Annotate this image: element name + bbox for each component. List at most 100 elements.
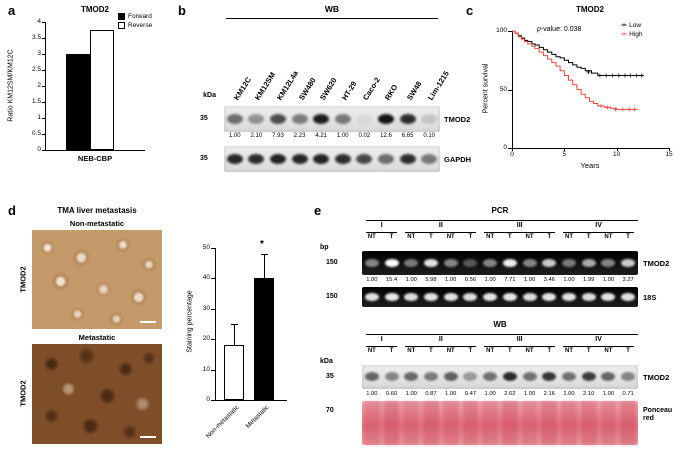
d-xtick-label: Non-metastatic (205, 404, 241, 440)
e-band (621, 372, 636, 381)
a-ytick-mark (42, 150, 45, 151)
d-ytick-label: 40 (202, 274, 210, 282)
e-marker-label: 150 (326, 259, 338, 266)
e-group-label-IV: IV (595, 336, 602, 343)
e-blot-name-18S: 18S (643, 293, 657, 302)
e-lane-label: NT (367, 234, 376, 240)
d-error-cap (261, 254, 268, 256)
e-lane-label: T (429, 348, 433, 354)
e-ponceau-lane (502, 401, 518, 445)
panel-c-y-axis (512, 31, 513, 149)
e-band (542, 372, 557, 381)
b-marker-label: 35 (200, 155, 208, 162)
e-lane-label: NT (446, 348, 455, 354)
d-ytick-mark (211, 278, 215, 280)
e-band (404, 293, 419, 301)
a-ytick-mark (42, 70, 45, 71)
e-quant-value: 1.00 (405, 391, 417, 397)
e-ponceau-lane (482, 401, 498, 445)
e-title-underline (366, 334, 638, 335)
e-band (562, 259, 576, 267)
survival-curve-low (512, 30, 644, 76)
e-band (581, 259, 596, 267)
b-quant-value: 0.10 (423, 133, 436, 139)
b-band (313, 114, 330, 124)
e-quant-value: 1.00 (563, 391, 575, 397)
d-ytick-mark (211, 248, 215, 249)
e-quant-value: 1.00 (563, 277, 575, 283)
e-band (601, 372, 616, 381)
image-side-label: TMOD2 (18, 266, 28, 293)
e-quant-value: 1.00 (523, 391, 536, 397)
p-value: p-value: 0.038 (537, 26, 581, 33)
e-lane-label: T (389, 348, 394, 354)
e-lane-label: T (508, 348, 512, 354)
b-lane-label-Lim-1215: Lim-1215 (426, 69, 452, 102)
e-band (384, 372, 399, 381)
e-quant-value: 2.62 (504, 391, 516, 397)
b-band (270, 114, 286, 124)
e-lane-label: T (626, 348, 630, 354)
c-xtick-label: 10 (613, 151, 621, 158)
e-lane-label: NT (407, 234, 416, 240)
c-xtick-mark (616, 148, 618, 151)
scale-bar (140, 436, 156, 438)
e-ponceau-lane (364, 401, 380, 445)
b-band (248, 154, 265, 164)
b-quant-value: 1.00 (336, 133, 349, 139)
b-band (399, 114, 416, 124)
panel-d-title: TMA liver metastasis (57, 206, 137, 215)
e-group-label-I: I (380, 222, 383, 229)
e-band (502, 372, 517, 381)
e-quant-value: 1.00 (602, 277, 615, 283)
e-band (562, 372, 576, 381)
c-ytick-label: 0 (503, 144, 507, 151)
e-lane-label: NT (564, 234, 573, 240)
e-group-underline (405, 346, 477, 347)
e-lane-label: T (586, 234, 591, 240)
a-ytick-label: 3 (37, 50, 41, 57)
e-band (621, 293, 636, 301)
b-band (378, 154, 394, 164)
b-protein-label-GAPDH: GAPDH (444, 155, 472, 164)
e-group-underline (366, 232, 398, 233)
e-group-underline (563, 232, 634, 233)
a-ytick-label: 2.5 (31, 66, 41, 73)
censor-marks-high (599, 103, 637, 112)
e-ponceau-lane (521, 401, 538, 445)
e-gel-18S (362, 287, 638, 307)
a-ytick-label: 1 (37, 114, 41, 121)
b-lane-label-SW620: SW620 (318, 76, 339, 102)
d-ytick-label: 10 (202, 365, 210, 373)
e-quant-value: 1.00 (445, 277, 457, 283)
e-band (424, 372, 438, 381)
e-gel-TMOD2 (362, 251, 638, 275)
e-unit-label: kDa (320, 358, 333, 365)
a-ytick-mark (42, 134, 45, 135)
a-ytick-label: 0.5 (31, 130, 41, 137)
e-group-label-IV: IV (595, 222, 602, 229)
e-band (581, 293, 596, 301)
b-band (291, 114, 308, 124)
e-band (542, 259, 557, 267)
d-error-cap (231, 324, 238, 325)
p-value-text: -value: 0.038 (540, 26, 582, 33)
e-lane-label: T (389, 234, 394, 240)
e-band (384, 293, 399, 301)
e-band (404, 372, 419, 381)
e-band (581, 372, 596, 381)
e-band (463, 372, 478, 381)
c-xtick-label: 15 (665, 151, 673, 158)
p-value-symbol: p (537, 26, 541, 33)
e-ponceau-lane (580, 401, 597, 445)
b-band (334, 154, 351, 164)
d-error-bar (264, 254, 265, 279)
e-unit-label: bp (320, 244, 329, 251)
b-band (334, 114, 351, 124)
b-lane-label-RKO: RKO (383, 82, 400, 102)
panel-b-letter: b (178, 3, 186, 18)
significance-asterisk: * (260, 239, 264, 250)
e-group-label-I: I (380, 336, 383, 343)
d-xtick-label: Metastatic (245, 404, 271, 430)
b-lane-label-KM12SM: KM12SM (253, 70, 278, 102)
